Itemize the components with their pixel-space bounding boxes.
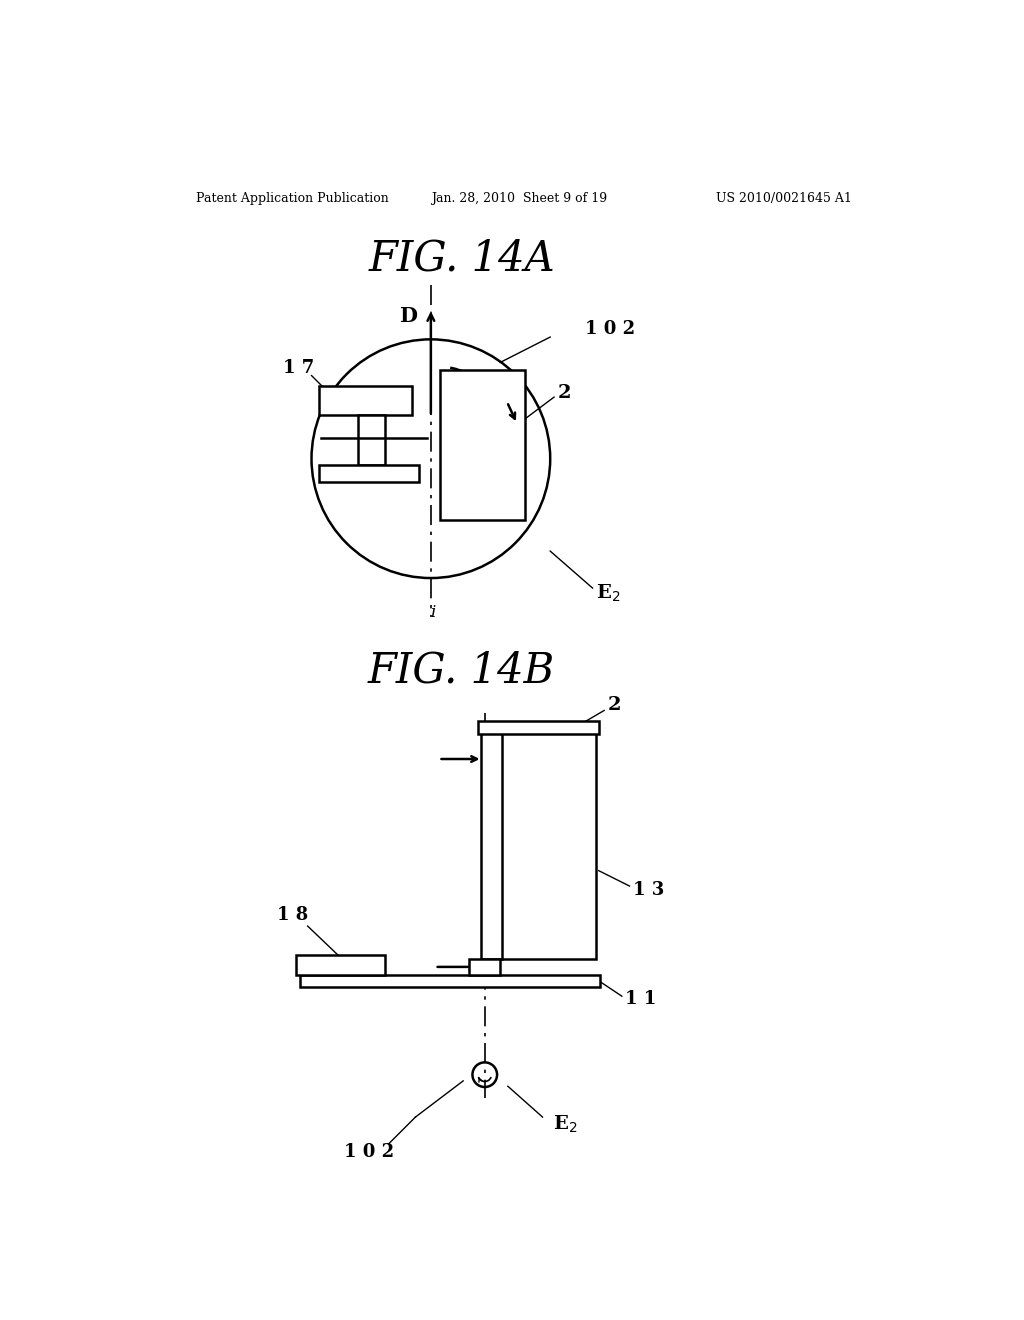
Text: 1 0 2: 1 0 2 xyxy=(585,321,635,338)
Text: E$_2$: E$_2$ xyxy=(553,1114,577,1135)
Bar xyxy=(469,960,500,974)
Text: 2: 2 xyxy=(608,696,622,714)
Bar xyxy=(319,465,419,482)
Bar xyxy=(481,733,596,960)
Text: i: i xyxy=(430,605,436,622)
Text: US 2010/0021645 A1: US 2010/0021645 A1 xyxy=(716,191,852,205)
Bar xyxy=(440,370,525,520)
Text: 2: 2 xyxy=(558,384,571,403)
Text: E$_2$: E$_2$ xyxy=(596,583,621,605)
Bar xyxy=(319,385,412,414)
Text: 1 7: 1 7 xyxy=(283,359,314,376)
Bar xyxy=(478,721,599,734)
Text: Patent Application Publication: Patent Application Publication xyxy=(196,191,389,205)
Bar xyxy=(300,974,600,987)
Bar xyxy=(357,414,385,465)
Text: D: D xyxy=(399,306,417,326)
Text: 1 8: 1 8 xyxy=(276,907,308,924)
Text: Jan. 28, 2010  Sheet 9 of 19: Jan. 28, 2010 Sheet 9 of 19 xyxy=(431,191,607,205)
Text: 1 0 2: 1 0 2 xyxy=(344,1143,394,1160)
Text: FIG. 14A: FIG. 14A xyxy=(369,238,555,280)
Text: FIG. 14B: FIG. 14B xyxy=(368,649,555,692)
Text: 1 1: 1 1 xyxy=(625,990,656,1008)
Text: 1 3: 1 3 xyxy=(633,880,664,899)
Bar xyxy=(296,956,385,974)
